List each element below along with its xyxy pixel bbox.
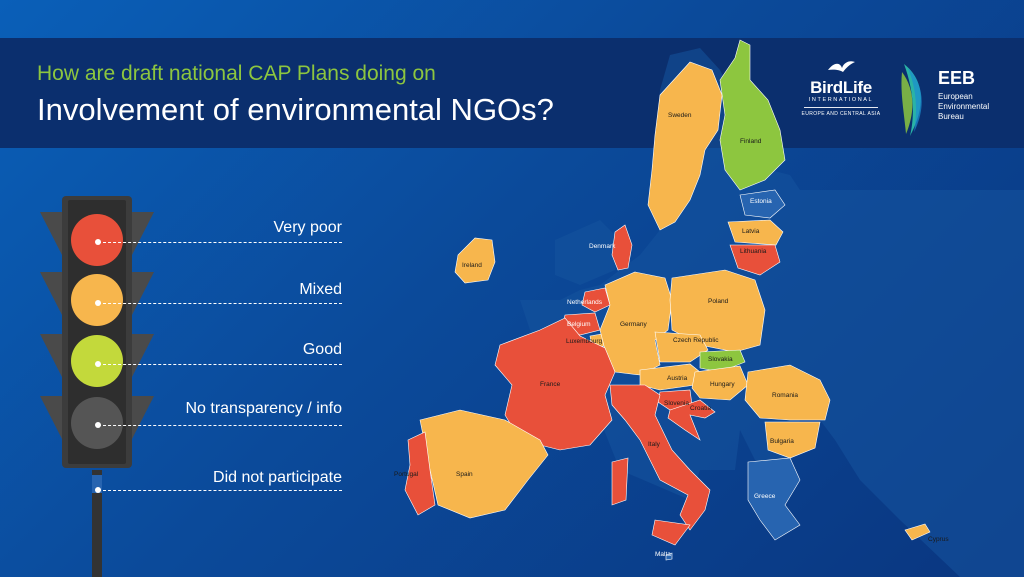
birdlife-name: BirdLife [810,78,872,97]
legend-line-mixed [98,303,342,304]
page-subtitle: How are draft national CAP Plans doing o… [37,62,436,85]
legend-line-very-poor [98,242,342,243]
label-slovakia: Slovakia [708,356,733,363]
label-malta: Malta [655,551,671,558]
label-estonia: Estonia [750,198,772,205]
country-hungary [691,365,749,401]
label-bulgaria: Bulgaria [770,438,794,445]
label-romania: Romania [772,392,798,399]
label-netherlands: Netherlands [567,299,603,306]
eeb-logo: EEB European Environmental Bureau [898,62,1008,142]
birdlife-tagline: INTERNATIONAL [808,97,874,103]
label-italy: Italy [648,441,661,448]
legend-dot-no-transparency [95,422,101,428]
country-italy [609,384,711,531]
country-lithuania [729,244,781,276]
country-france [494,317,616,451]
traffic-light [40,196,154,577]
legend-line-did-not-participate [98,490,342,491]
label-poland: Poland [708,298,729,305]
label-lithuania: Lithuania [740,248,767,255]
country-netherlands [581,287,611,313]
country-portugal [404,431,436,516]
eeb-abbr: EEB [938,68,976,88]
legend-dot-very-poor [95,239,101,245]
legend-line-no-transparency [98,425,342,426]
country-greece [747,457,801,541]
label-germany: Germany [620,321,647,328]
page-title: Involvement of environmental NGOs? [37,92,554,127]
label-france: France [540,381,561,388]
country-estonia [739,189,786,219]
label-ireland: Ireland [462,262,482,269]
traffic-light-pole-tag [92,475,102,493]
eeb-full-name: European Environmental Bureau [938,92,989,122]
label-denmark: Denmark [589,243,616,250]
country-latvia [727,219,784,246]
legend-label-good: Good [302,341,342,358]
eeb-name-line-2: Environmental [938,102,990,111]
label-cyprus: Cyprus [928,536,949,543]
label-croatia: Croatia [690,405,711,412]
legend-label-no-transparency: No transparency / info [185,400,342,417]
birdlife-divider [804,107,878,108]
legend-dot-good [95,361,101,367]
label-hungary: Hungary [710,381,735,388]
country-ireland [454,237,496,284]
label-austria: Austria [667,375,688,382]
label-slovenia: Slovenia [664,400,689,407]
country-poland [669,269,766,353]
country-denmark [611,224,633,271]
country-bulgaria [764,421,821,459]
legend-label-mixed: Mixed [299,281,342,298]
legend-label-did-not-participate: Did not participate [213,469,342,486]
leaf-icon [901,64,922,136]
label-portugal: Portugal [394,471,419,478]
country-italy-sicily [651,519,691,546]
label-belgium: Belgium [567,321,590,328]
label-sweden: Sweden [668,112,692,119]
legend-dot-mixed [95,300,101,306]
birdlife-logo: BirdLife INTERNATIONAL EUROPE AND CENTRA… [800,56,882,120]
header-band [0,38,1024,148]
country-cyprus [904,523,931,541]
bird-icon [828,61,855,72]
label-latvia: Latvia [742,228,760,235]
label-czech: Czech Republic [673,337,719,344]
traffic-light-pole [92,470,102,577]
label-luxembourg: Luxembourg [566,338,603,345]
country-finland [719,39,786,191]
legend-label-very-poor: Very poor [273,219,342,236]
birdlife-region: EUROPE AND CENTRAL ASIA [801,111,881,117]
eeb-name-line-1: European [938,92,973,101]
countries [404,39,931,561]
country-croatia [667,399,716,441]
label-greece: Greece [754,493,776,500]
country-malta [665,552,673,561]
label-finland: Finland [740,138,762,145]
country-italy-sardinia [611,457,629,506]
legend-dot-did-not-participate [95,487,101,493]
eeb-name-line-3: Bureau [938,112,964,121]
legend-line-good [98,364,342,365]
country-romania [744,364,831,421]
label-spain: Spain [456,471,473,478]
country-labels: Sweden Finland Estonia Latvia Lithuania … [394,112,949,558]
country-czech [654,331,709,363]
country-germany [599,271,673,376]
country-sweden [647,61,723,231]
